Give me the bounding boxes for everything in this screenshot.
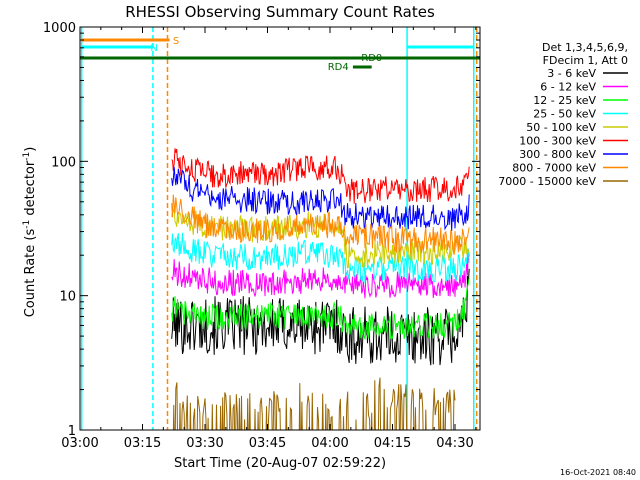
series-line-12-25-kev (171, 277, 470, 341)
y-tick-label: 10 (59, 290, 76, 305)
night-label: N (150, 43, 157, 54)
plot-frame (79, 26, 481, 431)
x-tick-label: 03:45 (249, 436, 286, 451)
y-tick-label: 100 (51, 155, 76, 170)
legend-label-12-25-kev: 12 - 25 keV (533, 94, 596, 107)
x-tick-label: 03:30 (186, 436, 223, 451)
x-tick-label: 04:15 (374, 436, 411, 451)
chart-title: RHESSI Observing Summary Count Rates (125, 3, 435, 21)
legend-label-100-300-kev: 100 - 300 keV (519, 135, 596, 148)
legend-header-2: FDecim 1, Att 0 (543, 54, 628, 67)
series-line-100-300-kev (171, 148, 470, 204)
legend-label-3-6-kev: 3 - 6 keV (547, 67, 596, 80)
legend-label-800-7000-kev: 800 - 7000 keV (512, 162, 596, 175)
y-tick-label: 1000 (43, 21, 76, 36)
y-axis-label: Count Rate (s-1 detector-1) (22, 147, 38, 318)
footer-date: 16-Oct-2021 08:40 (560, 468, 636, 477)
x-tick-label: 04:00 (311, 436, 348, 451)
legend-label-7000-15000-kev: 7000 - 15000 keV (498, 175, 596, 188)
legend: Det 1,3,4,5,6,9, FDecim 1, Att 0 3 - 6 k… (498, 41, 628, 188)
series-line-300-800-kev (171, 167, 470, 232)
rd0-label: RD0 (361, 53, 382, 64)
rd4-label: RD4 (328, 62, 349, 73)
series-line-800-7000-kev (171, 194, 470, 256)
legend-label-50-100-kev: 50 - 100 keV (526, 121, 596, 134)
y-tick-label: 1 (68, 424, 76, 439)
series-line-6-12-kev (171, 249, 470, 299)
legend-header-1: Det 1,3,4,5,6,9, (542, 41, 628, 54)
legend-label-25-50-kev: 25 - 50 keV (533, 108, 596, 121)
saa-label: S (173, 36, 179, 47)
x-tick-label: 03:15 (124, 436, 161, 451)
legend-label-6-12-kev: 6 - 12 keV (540, 81, 596, 94)
x-tick-label: 04:30 (436, 436, 473, 451)
series-line-25-50-kev (171, 232, 470, 284)
x-tick-label: 03:00 (61, 436, 98, 451)
x-axis-label: Start Time (20-Aug-07 02:59:22) (174, 456, 386, 471)
legend-label-300-800-kev: 300 - 800 keV (519, 148, 596, 161)
